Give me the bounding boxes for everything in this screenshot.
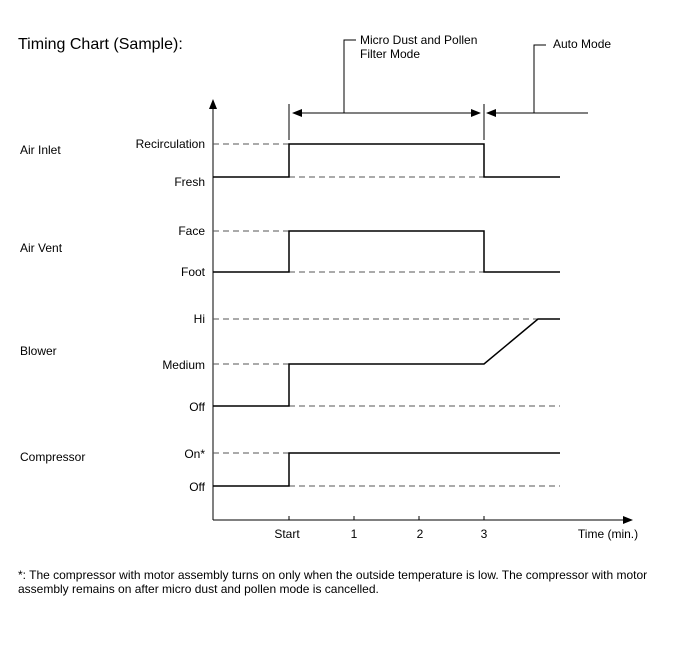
time-ticks: Start 1 2 3 Time (min.): [274, 516, 638, 541]
blower-level-off: Off: [189, 400, 205, 414]
air-vent-level-foot: Foot: [181, 265, 206, 279]
compressor-level-off: Off: [189, 480, 205, 494]
air-inlet-level-recirculation: Recirculation: [136, 137, 205, 151]
tick-label-2: 2: [417, 527, 424, 541]
auto-mode-label: Auto Mode: [553, 37, 611, 51]
time-axis-label: Time (min.): [578, 527, 638, 541]
air-vent-row: Air Vent Face Foot: [20, 224, 560, 279]
compressor-label: Compressor: [20, 450, 85, 464]
footnote: *: The compressor with motor assembly tu…: [18, 568, 648, 596]
micro-dust-mode-label-line2: Filter Mode: [360, 47, 420, 61]
blower-signal: [213, 318, 560, 407]
air-vent-level-face: Face: [178, 224, 205, 238]
compressor-row: Compressor On* Off: [20, 447, 560, 494]
air-inlet-signal: [213, 143, 560, 178]
tick-label-3: 3: [481, 527, 488, 541]
mode-annotations: Micro Dust and Pollen Filter Mode Auto M…: [288, 33, 611, 140]
tick-label-1: 1: [351, 527, 358, 541]
compressor-level-on: On*: [184, 447, 205, 461]
air-inlet-row: Air Inlet Recirculation Fresh: [20, 137, 560, 189]
air-inlet-label: Air Inlet: [20, 143, 61, 157]
blower-level-hi: Hi: [194, 312, 205, 326]
tick-label-start: Start: [274, 527, 300, 541]
blower-label: Blower: [20, 344, 57, 358]
blower-row: Blower Hi Medium Off: [20, 312, 560, 414]
air-vent-label: Air Vent: [20, 241, 63, 255]
auto-mode-leader: [533, 44, 546, 113]
air-vent-signal: [213, 230, 560, 273]
micro-dust-mode-label-line1: Micro Dust and Pollen: [360, 33, 477, 47]
micro-dust-mode-leader: [343, 39, 356, 113]
blower-level-medium: Medium: [162, 358, 205, 372]
air-inlet-level-fresh: Fresh: [174, 175, 205, 189]
chart-title: Timing Chart (Sample):: [18, 36, 183, 53]
compressor-signal: [213, 452, 560, 487]
